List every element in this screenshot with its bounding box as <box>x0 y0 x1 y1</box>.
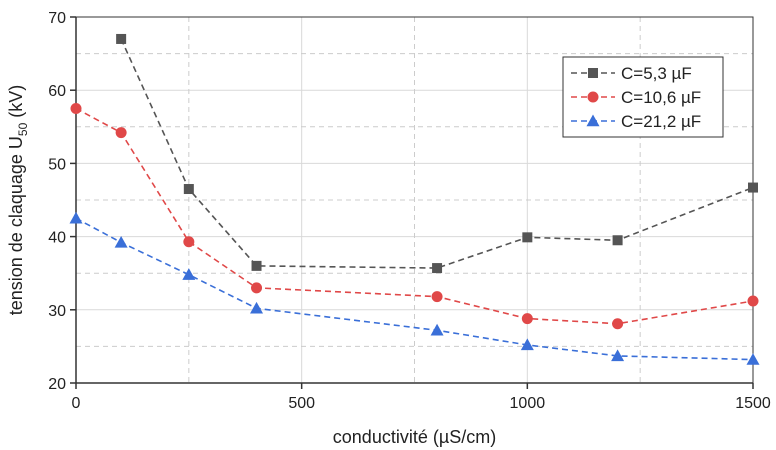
legend-label-0: C=5,3 µF <box>621 64 692 83</box>
y-tick-label: 70 <box>48 10 66 27</box>
data-point <box>612 235 623 246</box>
data-point <box>611 349 625 362</box>
data-point <box>251 282 263 294</box>
data-point <box>114 235 128 248</box>
series-line-1 <box>75 107 754 325</box>
y-axis-title-unit: (kV) <box>6 85 26 123</box>
series-line-2 <box>75 217 754 361</box>
y-tick-label: 60 <box>48 83 66 100</box>
data-point <box>250 301 264 314</box>
y-tick-label: 30 <box>48 303 66 320</box>
data-point <box>183 236 195 248</box>
x-tick-label: 500 <box>288 395 315 412</box>
legend-marker-0 <box>588 68 598 78</box>
data-point <box>115 127 127 139</box>
data-point <box>251 260 262 271</box>
y-tick-label: 50 <box>48 156 66 173</box>
y-tick-label: 40 <box>48 230 66 247</box>
data-point <box>748 182 758 193</box>
data-point <box>431 291 443 303</box>
series-group <box>69 33 760 365</box>
legend-marker-1 <box>587 91 599 103</box>
series-1 <box>70 103 759 330</box>
data-point <box>747 295 759 307</box>
x-tick-label: 1000 <box>510 395 546 412</box>
data-point <box>520 338 534 351</box>
x-tick-label: 0 <box>72 395 81 412</box>
y-axis-title-subscript: 50 <box>16 122 30 136</box>
data-point <box>70 103 82 114</box>
x-axis-title: conductivité (µS/cm) <box>333 427 496 447</box>
data-point <box>522 232 533 243</box>
data-point <box>430 323 444 336</box>
legend: C=5,3 µF C=10,6 µF C=21,2 µF <box>562 56 724 138</box>
series-2 <box>69 211 760 365</box>
legend-marker-2 <box>586 114 600 127</box>
y-axis-title: tension de claquage U50 (kV) <box>6 85 30 316</box>
legend-label-1: C=10,6 µF <box>621 88 701 107</box>
legend-label-2: C=21,2 µF <box>621 112 701 131</box>
series-0 <box>116 33 758 274</box>
tick-labels: 0 500 1000 1500 20 30 40 50 60 70 <box>48 10 771 412</box>
data-point <box>432 263 443 274</box>
data-point <box>612 318 624 330</box>
y-tick-label: 20 <box>48 376 66 393</box>
axes <box>70 16 754 389</box>
data-point <box>521 313 533 325</box>
data-point <box>183 184 194 195</box>
data-point <box>746 353 760 365</box>
data-point <box>182 268 196 280</box>
x-tick-label: 1500 <box>735 395 771 412</box>
y-axis-title-main: tension de claquage U <box>6 136 26 315</box>
data-point <box>116 33 127 44</box>
data-point <box>69 211 83 224</box>
